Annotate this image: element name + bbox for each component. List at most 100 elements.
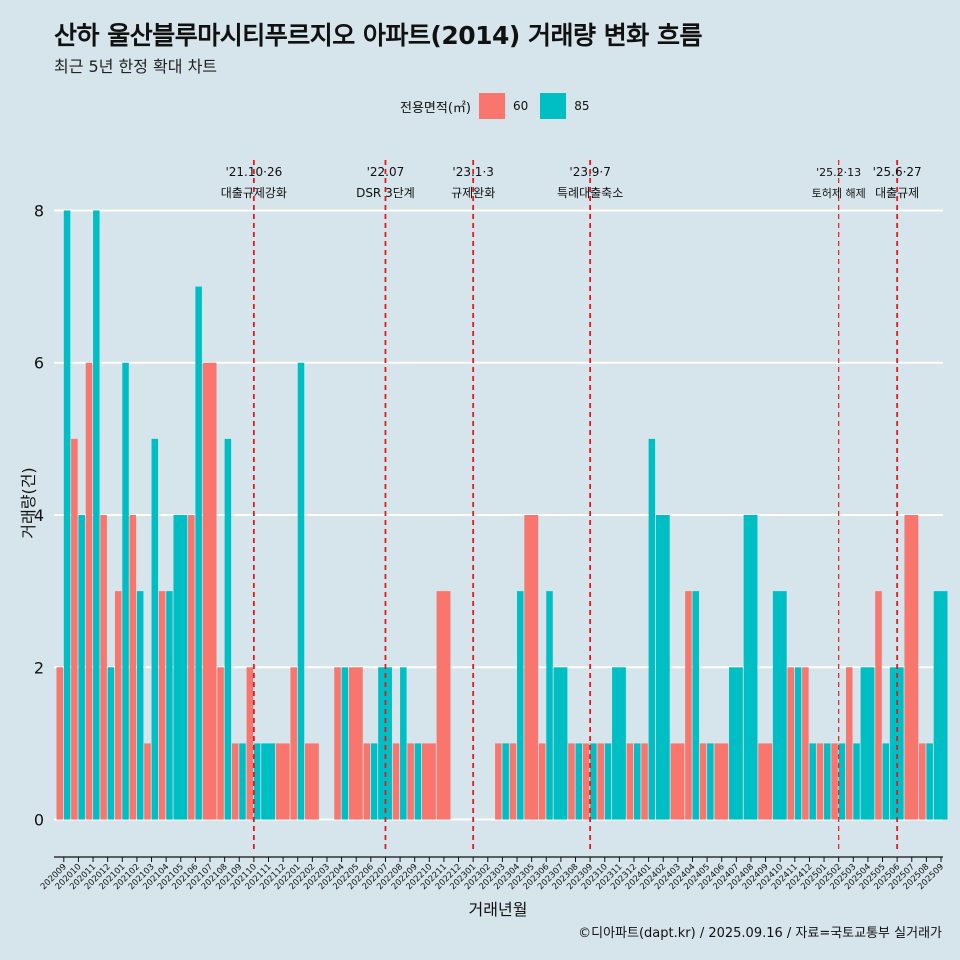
- bar-60-202104: [158, 591, 166, 820]
- bar-85-202407: [729, 667, 743, 820]
- bar-85-202207: [378, 667, 392, 820]
- bar-60-202103: [144, 743, 151, 820]
- bar-85-202508: [926, 743, 933, 820]
- bar-85-202306: [546, 591, 553, 820]
- bar-85-202506: [889, 667, 904, 820]
- source-caption: ©디아파트(dapt.kr) / 2025.09.16 / 자료=국토교통부 실…: [578, 926, 942, 941]
- event-date-202506: '25.6·27: [873, 165, 922, 179]
- bar-60-202202: [305, 743, 319, 820]
- bar-60-202209: [407, 743, 414, 820]
- bar-85-202309: [590, 743, 597, 820]
- bar-85-202012: [107, 667, 115, 820]
- bar-85-202401: [648, 438, 656, 820]
- y-tick-label: 8: [34, 201, 44, 220]
- y-tick-label: 6: [34, 354, 44, 373]
- bar-60-202403: [670, 743, 685, 820]
- bar-85-202502: [838, 743, 846, 820]
- bar-85-202408: [743, 515, 758, 820]
- bar-85-202204: [341, 667, 349, 820]
- bar-85-202111: [261, 743, 275, 820]
- legend-label-60: 60: [512, 99, 529, 113]
- bar-85-202009: [63, 210, 71, 820]
- y-tick-label: 0: [34, 811, 44, 830]
- bar-60-202412: [802, 667, 809, 820]
- legend-title: 전용면적(㎡): [400, 100, 471, 116]
- bar-60-202112: [275, 743, 290, 820]
- event-label-202309: 특례대출축소: [557, 186, 623, 200]
- bar-60-202110: [246, 667, 254, 820]
- bar-60-202406: [714, 743, 729, 820]
- bar-85-202104: [166, 591, 173, 820]
- event-label-202301: 규제완화: [451, 186, 495, 200]
- bar-85-202310: [604, 743, 612, 820]
- bar-85-202412: [809, 743, 816, 820]
- bar-60-202211: [436, 591, 451, 820]
- event-label-202502: 토허제 해제: [812, 186, 866, 200]
- bar-85-202201: [297, 362, 305, 820]
- bar-60-202009: [56, 667, 64, 820]
- legend-key-85: [540, 93, 567, 119]
- bar-85-202308: [575, 743, 583, 820]
- bar-60-202210: [422, 743, 436, 820]
- chart-subtitle: 최근 5년 한정 확대 차트: [54, 57, 218, 76]
- bar-60-202306: [538, 743, 546, 820]
- bar-60-202106: [188, 515, 195, 820]
- bar-85-202103: [151, 438, 159, 820]
- event-label-202207: DSR 3단계: [356, 186, 415, 200]
- bar-85-202404: [692, 591, 699, 820]
- bar-60-202501: [816, 743, 824, 820]
- bar-85-202209: [414, 743, 422, 820]
- bar-85-202109: [239, 743, 246, 820]
- bar-60-202505: [875, 591, 882, 820]
- bar-85-202010: [78, 515, 85, 820]
- y-axis-title: 거래량(건): [19, 467, 38, 538]
- bar-85-202405: [707, 743, 714, 820]
- bar-85-202102: [136, 591, 144, 820]
- x-axis-title: 거래년월: [469, 900, 528, 919]
- bar-60-202409: [758, 743, 773, 820]
- bar-60-202305: [524, 515, 539, 820]
- bar-85-202304: [517, 591, 524, 820]
- bar-60-202012: [100, 515, 107, 820]
- bar-85-202208: [400, 667, 407, 820]
- bar-60-202010: [71, 438, 78, 820]
- bar-85-202110: [253, 743, 261, 820]
- bar-60-202107: [202, 362, 217, 820]
- bar-85-202504: [860, 667, 875, 820]
- bar-60-202502: [831, 743, 838, 820]
- bar-60-202507: [904, 515, 919, 820]
- bar-60-202206: [363, 743, 371, 820]
- y-tick-label: 4: [34, 506, 44, 525]
- bar-60-202310: [597, 743, 604, 820]
- bar-60-202312: [626, 743, 634, 820]
- bar-85-202105: [173, 515, 188, 820]
- bar-60-202405: [699, 743, 707, 820]
- bar-85-202101: [122, 362, 129, 820]
- bar-85-202106: [195, 286, 202, 820]
- bar-85-202011: [93, 210, 100, 820]
- bar-85-202505: [882, 743, 890, 820]
- bar-85-202307: [553, 667, 568, 820]
- bar-60-202508: [919, 743, 926, 820]
- event-label-202110: 대출규제강화: [221, 186, 287, 200]
- bar-85-202411: [794, 667, 802, 820]
- y-tick-label: 2: [34, 658, 44, 677]
- bar-85-202509: [933, 591, 948, 820]
- bar-85-202402: [655, 515, 670, 820]
- bar-60-202011: [85, 362, 93, 820]
- bar-85-202410: [772, 591, 787, 820]
- bar-85-202108: [224, 438, 232, 820]
- bar-85-202312: [633, 743, 641, 820]
- bar-60-202205: [348, 667, 363, 820]
- bar-60-202108: [217, 667, 224, 820]
- bar-60-202204: [334, 667, 341, 820]
- legend-label-85: 85: [574, 99, 590, 113]
- event-date-202502: '25.2·13: [816, 166, 861, 179]
- bar-60-202401: [641, 743, 648, 820]
- bar-85-202311: [612, 667, 626, 820]
- bar-60-202101: [114, 591, 122, 820]
- bar-60-202109: [231, 743, 239, 820]
- bar-60-202309: [582, 743, 590, 820]
- bar-60-202308: [568, 743, 575, 820]
